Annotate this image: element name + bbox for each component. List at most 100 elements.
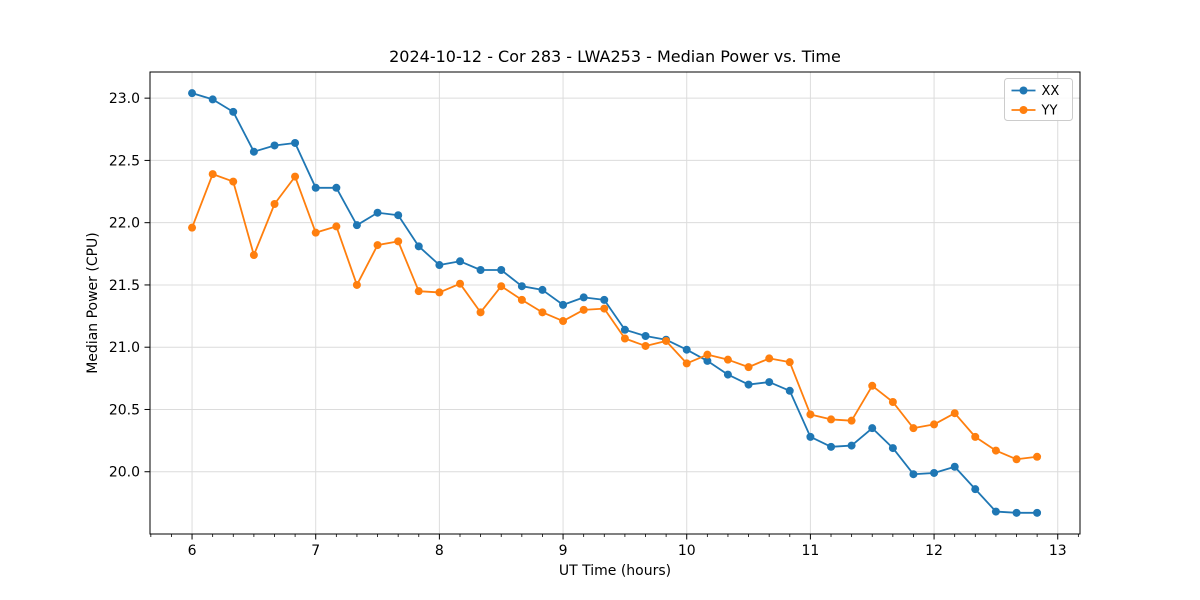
series-yy-marker <box>991 446 1000 455</box>
series-xx-marker <box>456 257 465 266</box>
series-xx-marker <box>827 442 836 451</box>
x-tick-label: 11 <box>801 543 819 559</box>
series-yy-marker <box>909 424 918 433</box>
x-tick-label: 9 <box>559 543 568 559</box>
series-xx-marker <box>806 432 815 441</box>
series-yy-marker <box>930 420 939 429</box>
series-xx-marker <box>847 441 856 450</box>
x-tick-label: 7 <box>311 543 320 559</box>
y-tick-label: 22.0 <box>109 216 140 232</box>
series-yy-marker <box>394 237 403 246</box>
series-yy-marker <box>620 334 629 343</box>
series-xx-marker <box>682 345 691 354</box>
series-xx-marker <box>1012 508 1021 517</box>
series-yy-marker <box>744 363 753 372</box>
series-yy-marker <box>188 223 197 232</box>
series-xx-marker <box>352 221 361 230</box>
series-xx-marker <box>394 211 403 220</box>
series-xx-marker <box>765 378 774 387</box>
y-tick-label: 21.5 <box>109 278 140 294</box>
series-xx-marker <box>744 380 753 389</box>
series-xx-marker <box>1033 508 1042 517</box>
series-xx-marker <box>600 295 609 304</box>
series-yy-marker <box>682 359 691 368</box>
series-yy-marker <box>723 355 732 364</box>
series-xx-marker <box>373 208 382 217</box>
series-xx-marker <box>930 468 939 477</box>
series-yy-marker <box>538 308 547 317</box>
series-yy-marker <box>559 317 568 326</box>
y-tick-label: 23.0 <box>109 91 140 107</box>
series-yy-marker <box>332 222 341 231</box>
series-yy-marker <box>1033 452 1042 461</box>
y-tick-label: 20.0 <box>109 465 140 481</box>
series-xx-marker <box>538 285 547 294</box>
series-yy-marker <box>888 398 897 406</box>
series-xx-marker <box>950 462 959 471</box>
series-xx-marker <box>414 242 423 251</box>
y-tick-label: 22.5 <box>109 153 140 169</box>
y-tick-label: 21.0 <box>109 340 140 356</box>
series-xx-marker <box>188 89 197 98</box>
series-xx-marker <box>559 300 568 309</box>
series-yy-line <box>191 173 1038 461</box>
legend-xx-label: XX <box>1042 84 1060 99</box>
series-xx-marker <box>991 507 1000 516</box>
legend-yy-marker <box>1019 106 1028 114</box>
series-xx-marker <box>270 141 279 150</box>
series-yy-marker <box>373 241 382 250</box>
series-xx-marker <box>723 370 732 379</box>
series-yy-marker <box>641 341 650 350</box>
series-xx-marker <box>785 386 794 395</box>
series-yy-marker <box>249 251 258 260</box>
series-xx-marker <box>909 470 918 479</box>
series-xx-marker <box>249 147 258 156</box>
series-xx-marker <box>517 282 526 291</box>
series-yy-marker <box>270 200 279 208</box>
x-tick-label: 12 <box>925 543 943 559</box>
series-yy-marker <box>311 228 320 237</box>
series-yy-marker <box>497 282 506 291</box>
series-yy-marker <box>579 305 588 314</box>
series-xx-marker <box>311 183 320 192</box>
x-tick-label: 10 <box>678 543 696 559</box>
series-yy-marker <box>208 170 217 179</box>
series-xx-marker <box>332 183 341 192</box>
legend-yy-label: YY <box>1041 104 1058 119</box>
series-xx-line <box>191 92 1038 514</box>
legend <box>1004 78 1073 121</box>
series-yy-marker <box>229 177 238 186</box>
series-xx-marker <box>208 95 217 104</box>
series-yy-marker <box>703 350 712 359</box>
x-tick-label: 13 <box>1049 543 1067 559</box>
series-yy-marker <box>517 295 526 304</box>
x-tick-label: 6 <box>188 543 197 559</box>
series-yy-marker <box>435 288 444 297</box>
series-xx-marker <box>620 325 629 334</box>
series-xx-marker <box>291 138 300 147</box>
series-xx-marker <box>888 444 897 453</box>
plot-border <box>149 71 1081 535</box>
series-yy-marker <box>868 381 877 390</box>
series-xx-marker <box>435 261 444 270</box>
series-xx-marker <box>579 293 588 302</box>
series-xx-marker <box>229 107 238 116</box>
series-yy-marker <box>456 279 465 288</box>
series-yy-marker <box>291 172 300 181</box>
y-axis-label: Median Power (CPU) <box>85 232 101 374</box>
series-yy-marker <box>806 410 815 419</box>
legend-xx-marker <box>1019 86 1028 95</box>
series-xx-marker <box>641 332 650 340</box>
x-axis-label: UT Time (hours) <box>558 563 672 579</box>
chart-title: 2024-10-12 - Cor 283 - LWA253 - Median P… <box>389 47 841 66</box>
series-yy-marker <box>765 354 774 363</box>
series-xx-marker <box>971 485 980 494</box>
series-yy-marker <box>600 304 609 313</box>
series-yy-marker <box>971 432 980 441</box>
series-yy-marker <box>785 358 794 367</box>
series-yy-marker <box>1012 455 1021 464</box>
x-tick-label: 8 <box>435 543 444 559</box>
series-yy-marker <box>827 415 836 424</box>
